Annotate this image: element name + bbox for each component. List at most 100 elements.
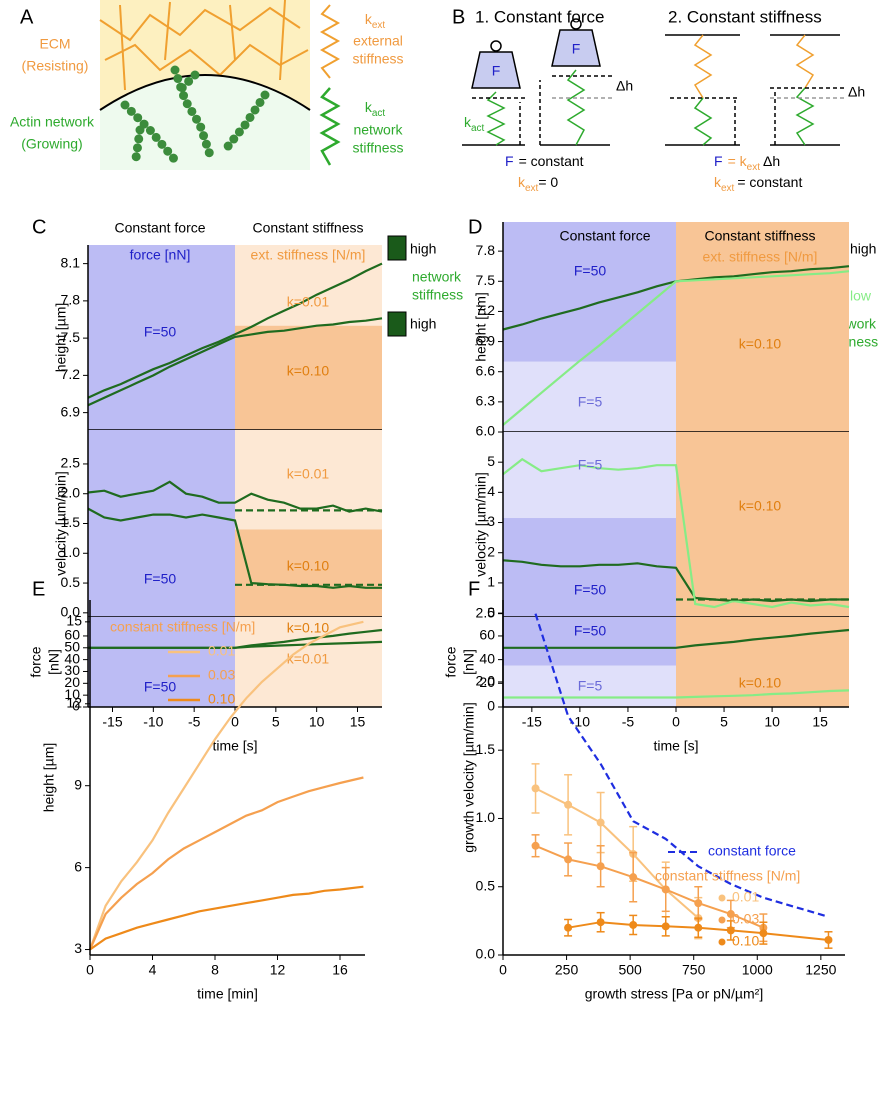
ecm-label: ECM bbox=[39, 36, 70, 52]
marker bbox=[662, 885, 670, 893]
b-title: 2. Constant stiffness bbox=[668, 7, 822, 26]
marker bbox=[597, 918, 605, 926]
marker bbox=[564, 855, 572, 863]
panel-label: C bbox=[32, 216, 46, 238]
annotation: Constant force bbox=[559, 228, 650, 244]
x-tick-label: 16 bbox=[332, 962, 348, 978]
b-title: 1. Constant force bbox=[475, 7, 604, 26]
y-tick-label: 9 bbox=[74, 776, 82, 792]
x-tick-label: -15 bbox=[522, 714, 542, 730]
x-tick-label: 15 bbox=[812, 714, 828, 730]
annotation: Constant stiffness bbox=[252, 220, 363, 236]
f: F bbox=[714, 153, 723, 169]
marker bbox=[759, 929, 767, 937]
side-label: network bbox=[412, 269, 462, 285]
marker bbox=[629, 921, 637, 929]
subscript: ext bbox=[372, 20, 386, 31]
chart: 0102030405060-15-10-5051015time [s]force… bbox=[28, 617, 382, 754]
annotation: F=50 bbox=[574, 582, 607, 598]
annotation: F=50 bbox=[144, 679, 177, 695]
x-tick-label: 10 bbox=[764, 714, 780, 730]
y-axis-label: force bbox=[28, 646, 44, 677]
y-tick-label: 0.0 bbox=[476, 946, 496, 962]
annotation: F=50 bbox=[574, 623, 607, 639]
side-label: high bbox=[410, 316, 436, 332]
y-tick-label: 6.6 bbox=[476, 362, 496, 378]
x-tick-label: -15 bbox=[102, 714, 122, 730]
subscript: ext bbox=[721, 183, 735, 194]
x-tick-label: 8 bbox=[211, 962, 219, 978]
page: A B C D E F ECM (Resisting) Actin networ… bbox=[0, 0, 890, 1100]
y-tick-label: 6.3 bbox=[476, 393, 496, 409]
region bbox=[676, 432, 849, 617]
annotation: F=5 bbox=[578, 678, 603, 694]
legend-label: 0.03 bbox=[732, 911, 759, 927]
y-tick-label: 6 bbox=[74, 858, 82, 874]
legend-title: constant stiffness [N/m] bbox=[110, 619, 255, 635]
equation: kext= constant bbox=[714, 174, 802, 194]
panel-a-drawing bbox=[100, 0, 338, 170]
x-tick-label: 10 bbox=[309, 714, 325, 730]
x-tick-label: 250 bbox=[555, 962, 579, 978]
panel-label: B bbox=[452, 6, 465, 28]
y-tick-label: 7.8 bbox=[476, 242, 496, 258]
marker bbox=[597, 862, 605, 870]
delta-h: Δh bbox=[848, 84, 865, 100]
annotation: k=0.10 bbox=[739, 498, 782, 514]
dh: Δh bbox=[763, 153, 780, 169]
k-act: kact bbox=[464, 114, 485, 134]
y-axis-label: [nN] bbox=[461, 649, 477, 675]
y-tick-label: 8.1 bbox=[61, 254, 81, 270]
k-ext-label: external bbox=[353, 33, 403, 49]
marker bbox=[629, 873, 637, 881]
y-tick-label: 0.5 bbox=[476, 877, 496, 893]
y-tick-label: 3 bbox=[74, 940, 82, 956]
chart: 6.06.36.66.97.27.57.8height [µm]Constant… bbox=[473, 222, 849, 439]
marker bbox=[597, 819, 605, 827]
region bbox=[88, 430, 235, 617]
actin-label: Actin network bbox=[10, 114, 95, 130]
legend-label: 0.01 bbox=[208, 643, 235, 659]
x-tick-label: 4 bbox=[149, 962, 157, 978]
marker bbox=[694, 899, 702, 907]
chart: 0.00.51.01.52.02.5velocity [µm/min]k=0.0… bbox=[53, 430, 382, 620]
annotation: k=0.10 bbox=[287, 363, 330, 379]
annotation: Constant force bbox=[114, 220, 205, 236]
x-axis-label: time [s] bbox=[212, 738, 257, 754]
x-tick-label: -5 bbox=[622, 714, 635, 730]
k-act-label: stiffness bbox=[352, 140, 403, 156]
x-tick-label: 750 bbox=[682, 962, 706, 978]
ecm-role: (Resisting) bbox=[22, 58, 89, 74]
annotation: k=0.10 bbox=[739, 336, 782, 352]
chart: 012345velocity [µm/min]F=5k=0.10F=50 bbox=[473, 432, 849, 620]
y-axis-label: height [µm] bbox=[53, 303, 69, 373]
x-tick-label: -10 bbox=[143, 714, 163, 730]
spring bbox=[695, 98, 711, 145]
y-tick-label: 6.9 bbox=[61, 403, 81, 419]
y-tick-label: 60 bbox=[479, 627, 495, 643]
legend-swatch bbox=[719, 895, 726, 902]
series-line bbox=[90, 887, 363, 950]
icon-high bbox=[388, 312, 406, 336]
panel-b-drawing bbox=[462, 19, 845, 145]
k-ext: kext bbox=[365, 11, 386, 31]
x-tick-label: 15 bbox=[350, 714, 366, 730]
annotation: F=50 bbox=[144, 324, 177, 340]
side-label: high bbox=[410, 241, 436, 257]
eq: = k bbox=[728, 153, 748, 169]
y-tick-label: 1.5 bbox=[476, 741, 496, 757]
y-tick-label: 5 bbox=[487, 453, 495, 469]
eq: = constant bbox=[737, 174, 802, 190]
legend-swatch bbox=[719, 939, 726, 946]
spring bbox=[488, 92, 504, 145]
figure: A B C D E F ECM (Resisting) Actin networ… bbox=[0, 0, 890, 1100]
marker bbox=[694, 924, 702, 932]
panel-label: A bbox=[20, 6, 34, 28]
side-label: low bbox=[850, 288, 872, 304]
equation: F= constant bbox=[505, 153, 584, 169]
y-axis-label: height [µm] bbox=[41, 743, 57, 813]
spring bbox=[695, 35, 711, 98]
marker bbox=[532, 784, 540, 792]
marker bbox=[564, 801, 572, 809]
